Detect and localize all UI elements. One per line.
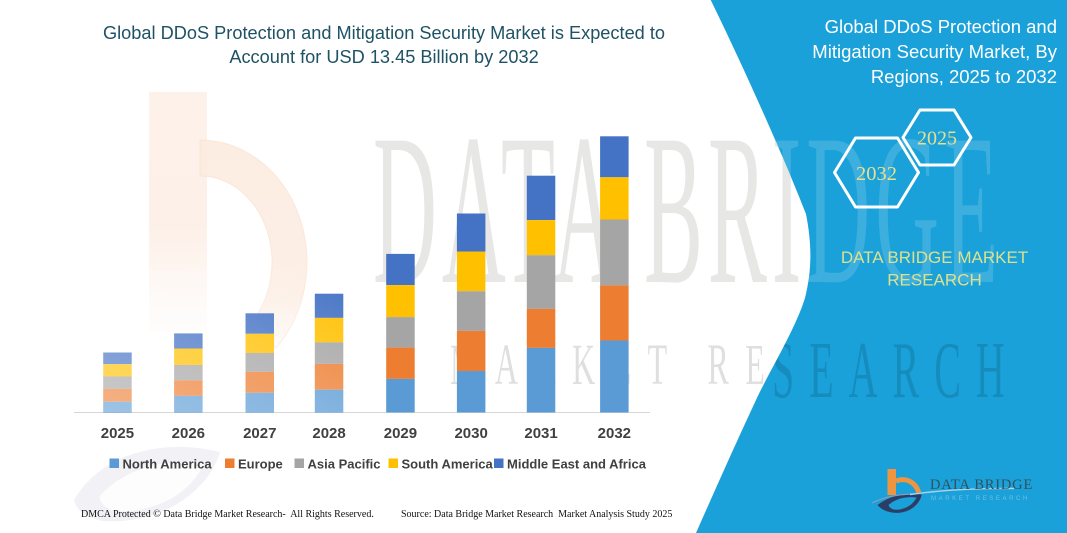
- svg-text:2025: 2025: [101, 425, 134, 442]
- svg-text:2030: 2030: [454, 425, 487, 442]
- svg-text:Mitigation Security Market, By: Mitigation Security Market, By: [812, 41, 1057, 62]
- svg-text:South America: South America: [402, 457, 494, 472]
- svg-text:Source: Data Bridge Market Res: Source: Data Bridge Market Research Mark…: [401, 509, 672, 520]
- svg-text:Global DDoS Protection and Mit: Global DDoS Protection and Mitigation Se…: [103, 23, 665, 43]
- svg-text:DATA BRIDGE: DATA BRIDGE: [930, 477, 1033, 493]
- svg-text:DMCA Protected © Data Bridge M: DMCA Protected © Data Bridge Market Rese…: [81, 509, 374, 520]
- svg-text:2029: 2029: [384, 425, 417, 442]
- svg-text:2032: 2032: [598, 425, 631, 442]
- svg-text:2026: 2026: [172, 425, 205, 442]
- svg-text:Europe: Europe: [238, 457, 283, 472]
- svg-text:2032: 2032: [856, 163, 897, 185]
- svg-text:North America: North America: [123, 457, 213, 472]
- svg-text:2025: 2025: [917, 128, 957, 150]
- svg-text:2027: 2027: [243, 425, 276, 442]
- svg-text:Middle East and Africa: Middle East and Africa: [507, 457, 647, 472]
- svg-text:Account for USD 13.45 Billion: Account for USD 13.45 Billion by 2032: [229, 47, 538, 67]
- svg-text:MARKET RESEARCH: MARKET RESEARCH: [450, 333, 1006, 397]
- svg-text:Global DDoS Protection and: Global DDoS Protection and: [825, 16, 1057, 37]
- svg-text:Regions, 2025 to 2032: Regions, 2025 to 2032: [871, 66, 1057, 87]
- svg-text:DATA BRIDGE MARKET: DATA BRIDGE MARKET: [841, 248, 1028, 267]
- svg-text:2028: 2028: [312, 425, 345, 442]
- svg-text:2031: 2031: [524, 425, 557, 442]
- svg-text:SEARCH: SEARCH: [772, 326, 1020, 415]
- svg-text:RESEARCH: RESEARCH: [887, 271, 981, 290]
- svg-text:Asia Pacific: Asia Pacific: [308, 457, 381, 472]
- svg-text:DATA BRIDGE: DATA BRIDGE: [373, 90, 1003, 329]
- svg-text:MARKET RESEARCH: MARKET RESEARCH: [931, 496, 1030, 502]
